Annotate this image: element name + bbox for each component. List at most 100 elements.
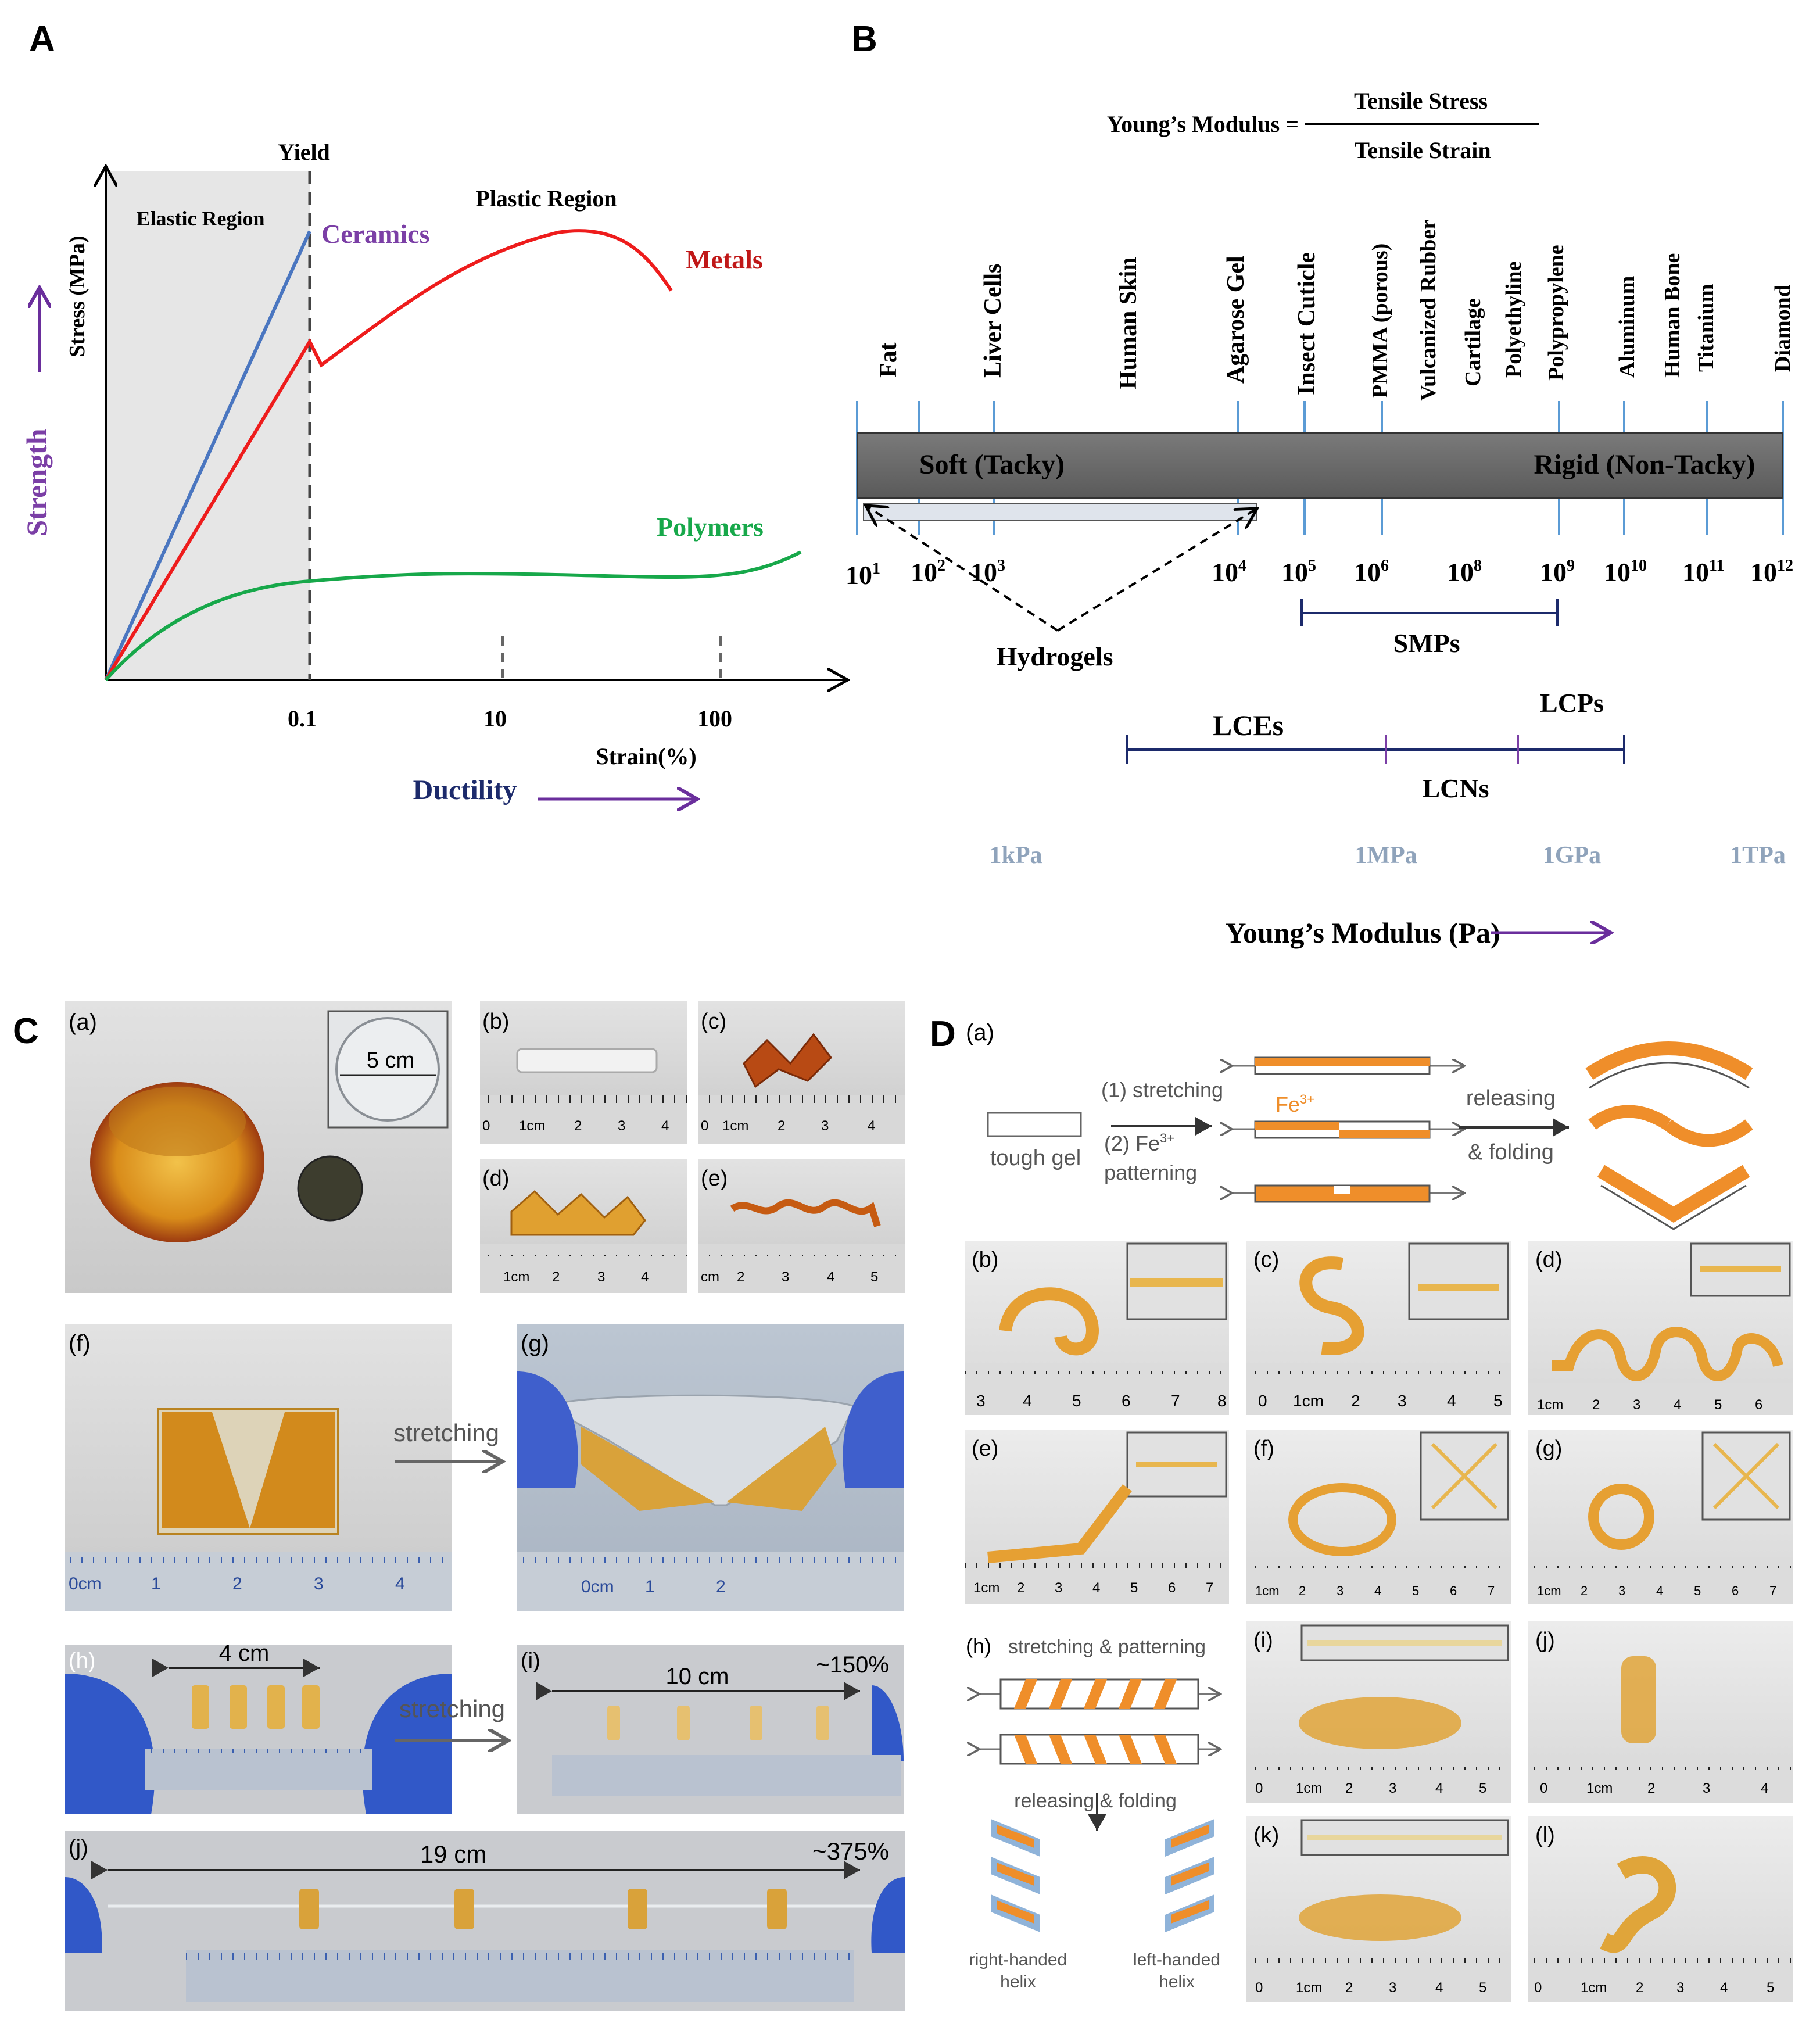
formula-denominator: Tensile Strain: [1354, 137, 1491, 163]
ruler-c-f-ticks: [65, 1552, 452, 1563]
svg-text:3: 3: [1703, 1781, 1710, 1796]
svg-text:3: 3: [1055, 1580, 1062, 1596]
y-axis-label: Stress (MPa): [65, 235, 89, 357]
panel-d: D (a) tough gel (1) stretching (2) Fe3+ …: [930, 1014, 1793, 2002]
svg-text:3: 3: [1633, 1397, 1640, 1413]
step2-label-b: patterning: [1104, 1161, 1197, 1184]
scale-3: 103: [970, 557, 1005, 587]
label-d-d: (d): [1535, 1248, 1562, 1272]
svg-text:5: 5: [1130, 1580, 1138, 1596]
gel-twist-f: [1288, 1483, 1396, 1556]
ruler-d-k-ticks: [1246, 1958, 1511, 1968]
ruler-d-l-ticks: [1528, 1958, 1793, 1968]
j-segment-1: [299, 1889, 319, 1929]
gel-helix-l: [1600, 1856, 1676, 1953]
scale-6: 106: [1354, 557, 1389, 587]
label-d-j: (j): [1535, 1628, 1555, 1653]
inset-d-g-cross: [1712, 1442, 1780, 1510]
svg-text:6: 6: [1450, 1584, 1457, 1598]
inset-d-e-strip: [1136, 1462, 1217, 1467]
h-bar-2-stripes: [1014, 1735, 1177, 1764]
step1-label: (1) stretching: [1101, 1078, 1223, 1102]
label-d-f: (f): [1253, 1437, 1274, 1461]
right-helix-graphic: [991, 1819, 1040, 1932]
label-c-e: (e): [701, 1166, 728, 1191]
svg-text:5: 5: [1072, 1392, 1081, 1410]
ruler-d-i-ticks: [1246, 1761, 1511, 1770]
svg-text:2: 2: [1351, 1392, 1360, 1410]
panel-a-letter: A: [29, 19, 55, 59]
h-release-label: releasing & folding: [1014, 1790, 1177, 1812]
label-d-b: (b): [972, 1248, 998, 1272]
scale-8: 108: [1447, 557, 1482, 587]
svg-text:2: 2: [232, 1574, 242, 1593]
ruler-c-d-labels: 1cm 2 3 4: [503, 1269, 649, 1285]
h-length-label: 4 cm: [219, 1641, 270, 1666]
smps-range: [1300, 599, 1559, 626]
svg-text:2: 2: [552, 1269, 560, 1285]
gel-curl-b: [999, 1287, 1099, 1356]
ruler-d-b-ticks: [965, 1363, 1229, 1374]
svg-text:1: 1: [645, 1577, 655, 1596]
label-d-g: (g): [1535, 1437, 1562, 1461]
label-c-c: (c): [701, 1009, 726, 1034]
d-a-bar-2-fe-b: [1339, 1130, 1430, 1138]
scale-10: 1010: [1604, 557, 1647, 587]
ruler-d-d-labels: 1cm 2 3 4 5 6: [1537, 1397, 1762, 1413]
x-tick-0.1: 0.1: [288, 705, 317, 732]
svg-text:6: 6: [1168, 1580, 1176, 1596]
scale-1: 101: [845, 560, 880, 590]
svg-text:2: 2: [1345, 1781, 1353, 1796]
svg-text:4: 4: [868, 1118, 875, 1134]
formula-numerator: Tensile Stress: [1354, 88, 1488, 114]
h-segment-4: [302, 1685, 320, 1729]
panel-b: B Young’s Modulus = Tensile Stress Tensi…: [845, 19, 1795, 949]
svg-text:2: 2: [1017, 1580, 1024, 1596]
d-a-bar-3-gap: [1334, 1186, 1350, 1194]
svg-text:5: 5: [1767, 1980, 1774, 1996]
scale-2: 102: [911, 557, 945, 587]
d-h-schematic: (h) stretching & patterning releasing & …: [966, 1634, 1220, 1992]
polymers-curve: [104, 550, 802, 681]
ruler-c-c-ticks: [698, 1095, 905, 1108]
formula-lhs: Young’s Modulus =: [1107, 111, 1299, 137]
svg-text:5: 5: [870, 1269, 878, 1285]
lcps-range: [1518, 735, 1625, 764]
gel-triangle-right: [250, 1412, 335, 1528]
svg-text:0: 0: [1534, 1980, 1542, 1996]
releasing-label: releasing: [1466, 1086, 1556, 1111]
svg-text:0: 0: [701, 1118, 708, 1134]
ruler-d-g-labels: 1cm 2 3 4 5 6 7: [1537, 1584, 1776, 1598]
label-d-k: (k): [1253, 1823, 1279, 1847]
lcps-label: LCPs: [1540, 688, 1604, 718]
svg-text:5: 5: [1694, 1584, 1701, 1598]
ruler-d-g-ticks: [1528, 1566, 1793, 1575]
metals-curve: [104, 229, 673, 681]
i-segment-1: [607, 1706, 620, 1740]
fold-result-2a: [1588, 1105, 1671, 1130]
svg-text:2: 2: [778, 1118, 785, 1134]
svg-text:2: 2: [1636, 1980, 1643, 1996]
ruler-d-i-labels: 0 1cm 2 3 4 5: [1255, 1781, 1486, 1796]
label-c-i: (i): [521, 1649, 540, 1673]
h-segment-2: [230, 1685, 247, 1729]
svg-text:4: 4: [1720, 1980, 1728, 1996]
ruler-d-l-labels: 0 1cm 2 3 4 5: [1534, 1980, 1774, 1996]
i-segment-3: [750, 1706, 762, 1740]
gel-twisted-c: [743, 1033, 832, 1088]
panel-a: A Yield Elastic Region Plastic Region Ce…: [20, 19, 845, 805]
svg-text:1cm: 1cm: [1586, 1781, 1613, 1796]
svg-text:4: 4: [1435, 1980, 1443, 1996]
h-segment-3: [267, 1685, 285, 1729]
j-ruler-ticks: [186, 1950, 854, 1960]
unit-1mpa: 1MPa: [1355, 842, 1417, 869]
gel-helix-j: [1621, 1656, 1656, 1743]
svg-text:1: 1: [151, 1574, 161, 1593]
j-strain-label: ~375%: [812, 1838, 889, 1865]
left-helix-label-2: helix: [1159, 1972, 1195, 1992]
gel-helix-i: [1299, 1697, 1461, 1749]
svg-text:4: 4: [1374, 1584, 1381, 1598]
svg-text:1cm: 1cm: [722, 1118, 748, 1134]
svg-text:2: 2: [1592, 1397, 1600, 1413]
